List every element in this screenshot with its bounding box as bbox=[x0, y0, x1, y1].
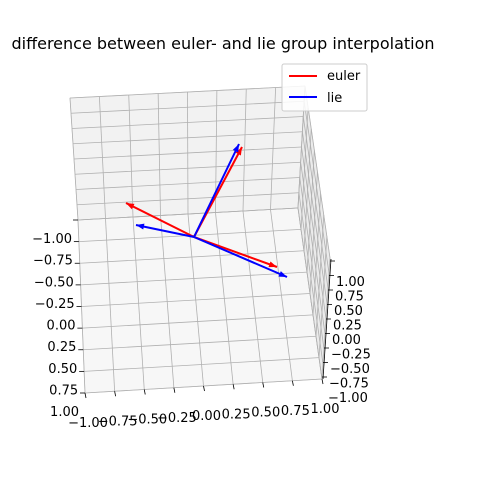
lie-arrowhead-x bbox=[278, 271, 287, 277]
y-tick-label: 0.75 bbox=[49, 383, 78, 398]
lie-arrowhead-y bbox=[136, 223, 145, 230]
x-tick-mark bbox=[84, 392, 87, 399]
y-tick-label: 1.00 bbox=[50, 405, 79, 420]
legend-lie-label: lie bbox=[327, 91, 342, 106]
z-tick-label: 0.50 bbox=[334, 304, 363, 319]
x-tick-label: 1.00 bbox=[311, 402, 340, 417]
grid-line bbox=[270, 209, 293, 381]
legend-euler-label: euler bbox=[327, 69, 361, 84]
grid-line bbox=[321, 257, 331, 380]
z-tick-label: 0.00 bbox=[332, 333, 361, 348]
y-tick-label: −1.00 bbox=[32, 232, 72, 247]
x-tick-label: −0.25 bbox=[157, 411, 197, 426]
x-tick-mark bbox=[232, 384, 235, 390]
lie-arrow-z bbox=[193, 143, 240, 238]
z-tick-label: −0.75 bbox=[329, 377, 369, 392]
x-tick-label: 0.75 bbox=[281, 404, 310, 419]
grid-line bbox=[242, 210, 264, 383]
x-tick-label: 0.25 bbox=[222, 407, 251, 422]
lie-arrowhead-z bbox=[232, 144, 239, 153]
grid-line bbox=[215, 212, 234, 385]
y-tick-label: 0.00 bbox=[47, 319, 76, 334]
grid-line bbox=[318, 236, 328, 358]
quiver-vectors bbox=[125, 143, 288, 278]
x-tick-mark bbox=[114, 391, 117, 397]
y-tick-label: −0.75 bbox=[33, 254, 73, 269]
y-tick-label: −0.50 bbox=[34, 275, 74, 290]
grid-line bbox=[312, 193, 322, 315]
grid-line bbox=[299, 177, 325, 349]
x-tick-mark bbox=[173, 387, 176, 393]
grid-line bbox=[298, 192, 324, 364]
x-tick-mark bbox=[262, 382, 265, 388]
y-tick-label: 0.50 bbox=[48, 362, 77, 377]
grid-line bbox=[315, 214, 325, 337]
z-tick-label: −0.50 bbox=[330, 362, 370, 377]
grid-line bbox=[297, 207, 323, 380]
grid-line bbox=[301, 146, 327, 319]
x-tick-mark bbox=[203, 385, 205, 392]
lie-arrow-x bbox=[193, 236, 288, 278]
grid-line bbox=[84, 357, 320, 372]
euler-arrow-y bbox=[125, 202, 195, 238]
floor-pane bbox=[77, 207, 323, 394]
y-tick-label: 0.25 bbox=[47, 340, 76, 355]
z-tick-label: −1.00 bbox=[328, 391, 368, 406]
z-tick-label: 1.00 bbox=[336, 275, 365, 290]
grid-line bbox=[76, 192, 299, 206]
z-tick-label: 0.25 bbox=[333, 319, 362, 334]
grid-line bbox=[187, 213, 204, 387]
grid-line bbox=[77, 207, 299, 221]
euler-arrowhead-y bbox=[126, 203, 135, 210]
tick-labels: −1.00−0.75−0.50−0.250.00 0.25 0.50 0.75 1.00… bbox=[32, 232, 371, 431]
grid-line bbox=[270, 87, 277, 210]
z-tick-label: −0.25 bbox=[331, 348, 371, 363]
x-tick-label: 0.50 bbox=[251, 406, 280, 421]
tick-marks bbox=[73, 219, 335, 399]
grid-line bbox=[300, 162, 326, 334]
x-tick-label: −0.75 bbox=[98, 414, 138, 429]
x-tick-label: −0.50 bbox=[127, 413, 167, 428]
euler-arrowhead-z bbox=[235, 147, 242, 156]
lie-arrow-y bbox=[135, 224, 195, 238]
y-tick-label: −0.25 bbox=[35, 297, 75, 312]
x-tick-label: −1.00 bbox=[68, 416, 108, 431]
grid-line bbox=[83, 335, 317, 351]
grid-line bbox=[187, 91, 189, 215]
series-lie bbox=[135, 143, 288, 278]
euler-arrowhead-x bbox=[268, 261, 277, 268]
x-tick-mark bbox=[291, 380, 294, 386]
grid-line bbox=[75, 177, 300, 190]
x-tick-mark bbox=[321, 378, 324, 385]
z-tick-label: 0.75 bbox=[335, 290, 364, 305]
x-tick-mark bbox=[143, 389, 146, 395]
chart-title: difference between euler- and lie group … bbox=[11, 34, 434, 53]
grid-line bbox=[242, 88, 247, 212]
axes-grid bbox=[69, 85, 331, 394]
legend[interactable]: euler lie bbox=[281, 63, 368, 112]
grid-line bbox=[74, 161, 301, 175]
x-tick-label: 0.00 bbox=[192, 409, 221, 424]
grid-line bbox=[82, 314, 314, 329]
